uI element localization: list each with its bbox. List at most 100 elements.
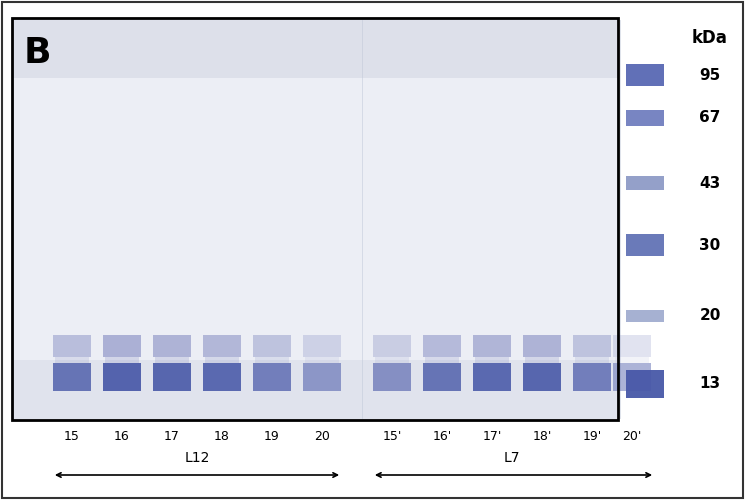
Bar [12, 246, 618, 254]
Bar [423, 335, 461, 357]
Bar [203, 335, 241, 357]
Bar [103, 335, 141, 357]
Bar [103, 363, 141, 391]
Text: 15': 15' [382, 430, 402, 442]
Bar [12, 333, 618, 340]
Bar [12, 18, 618, 420]
Bar [12, 320, 618, 327]
Text: 19': 19' [583, 430, 602, 442]
Bar [12, 346, 618, 354]
Text: 20: 20 [314, 430, 330, 442]
Bar [12, 252, 618, 260]
Bar [12, 132, 618, 140]
Bar [53, 363, 91, 391]
Bar [12, 58, 618, 66]
Text: 18': 18' [533, 430, 552, 442]
Bar [12, 266, 618, 274]
Bar [12, 286, 618, 294]
Bar [12, 105, 618, 113]
Text: 18: 18 [214, 430, 230, 442]
Bar [303, 363, 341, 391]
Bar [613, 335, 651, 357]
Bar [105, 357, 139, 363]
Bar [12, 146, 618, 153]
Text: 19: 19 [264, 430, 280, 442]
Bar [613, 363, 651, 391]
Bar [12, 85, 618, 92]
Bar [305, 357, 339, 363]
Bar [626, 64, 664, 86]
Bar [12, 380, 618, 388]
Bar [12, 125, 618, 133]
Bar [203, 363, 241, 391]
Bar [425, 357, 459, 363]
Bar [153, 335, 191, 357]
Bar [12, 112, 618, 120]
Text: 17': 17' [482, 430, 501, 442]
Bar [12, 98, 618, 106]
Bar [12, 239, 618, 247]
Bar [253, 363, 291, 391]
Text: kDa: kDa [692, 29, 728, 47]
Bar [12, 206, 618, 214]
Bar [12, 340, 618, 347]
Bar [626, 176, 664, 190]
Bar [12, 232, 618, 240]
Bar [12, 353, 618, 360]
Text: 20': 20' [622, 430, 641, 442]
Bar [375, 357, 409, 363]
Bar [12, 65, 618, 72]
Bar [12, 138, 618, 146]
Text: 20: 20 [700, 308, 720, 324]
Bar [423, 363, 461, 391]
Bar [523, 363, 561, 391]
Bar [12, 186, 618, 193]
Bar [12, 306, 618, 314]
Bar [153, 363, 191, 391]
Text: 16': 16' [432, 430, 451, 442]
Bar [12, 212, 618, 220]
Bar [473, 335, 511, 357]
Bar [12, 386, 618, 394]
Text: L12: L12 [184, 451, 209, 465]
Bar [12, 18, 618, 26]
Bar [626, 110, 664, 126]
Bar [573, 335, 611, 357]
Bar [12, 406, 618, 414]
Bar [12, 414, 618, 421]
Bar [155, 357, 189, 363]
Text: 17: 17 [164, 430, 180, 442]
Bar [523, 335, 561, 357]
Bar [253, 335, 291, 357]
Bar [626, 234, 664, 256]
Bar [12, 52, 618, 59]
Bar [12, 366, 618, 374]
Bar [12, 179, 618, 186]
Text: 95: 95 [700, 68, 720, 82]
Bar [12, 292, 618, 300]
Bar [12, 38, 618, 46]
Bar [12, 373, 618, 381]
Text: 16: 16 [114, 430, 130, 442]
Bar [575, 357, 609, 363]
Bar [626, 310, 664, 322]
Bar [473, 363, 511, 391]
Bar [12, 400, 618, 407]
Text: 30: 30 [700, 238, 720, 252]
Bar [53, 335, 91, 357]
Bar [573, 363, 611, 391]
Bar [525, 357, 559, 363]
Bar [615, 357, 649, 363]
Bar [12, 313, 618, 320]
Bar [12, 45, 618, 52]
Bar [373, 363, 411, 391]
Bar [12, 259, 618, 267]
Bar [475, 357, 509, 363]
Bar [373, 335, 411, 357]
Bar [12, 199, 618, 206]
Bar [12, 32, 618, 39]
Bar [12, 280, 618, 287]
Bar [12, 24, 618, 32]
Bar [12, 92, 618, 100]
Bar [205, 357, 239, 363]
